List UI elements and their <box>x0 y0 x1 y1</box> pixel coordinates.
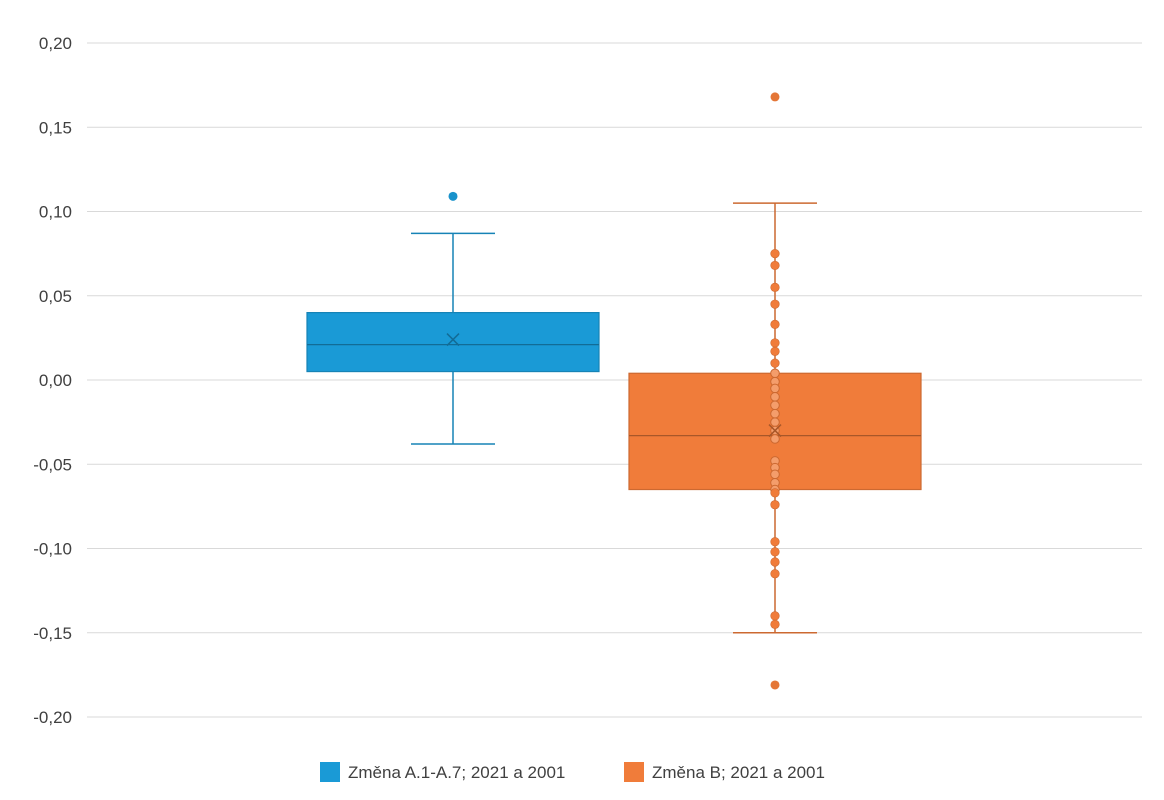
outlier-point <box>770 680 780 690</box>
data-point <box>770 319 780 329</box>
y-tick-label: -0,05 <box>33 455 72 474</box>
data-point <box>770 299 780 309</box>
data-point <box>770 619 780 629</box>
data-point <box>770 260 780 271</box>
outlier-point <box>770 92 780 102</box>
y-axis-ticks: 0,20 0,15 0,10 0,05 0,00 -0,05 -0,10 -0,15 -0,20 <box>33 34 72 727</box>
legend-swatch <box>624 762 644 782</box>
y-tick-label: 0,05 <box>39 287 72 306</box>
data-point <box>770 537 780 547</box>
data-point <box>770 547 780 557</box>
data-point <box>770 408 780 419</box>
data-point <box>770 338 780 348</box>
data-point <box>770 417 780 427</box>
y-tick-label: 0,00 <box>39 371 72 390</box>
data-point <box>770 488 780 498</box>
box <box>306 312 600 373</box>
data-point <box>770 392 780 402</box>
box-series-2 <box>628 92 922 690</box>
y-tick-label: 0,20 <box>39 34 72 53</box>
data-point <box>770 500 780 510</box>
box-series-1 <box>306 191 600 445</box>
y-tick-label: 0,10 <box>39 203 72 222</box>
data-point <box>770 434 780 444</box>
data-point <box>770 358 780 368</box>
mean-marker-stroke <box>768 424 782 438</box>
data-point <box>770 611 780 621</box>
mean-marker <box>446 333 460 347</box>
y-tick-label: -0,15 <box>33 624 72 643</box>
legend: Změna A.1-A.7; 2021 a 2001 Změna B; 2021 … <box>320 762 825 782</box>
y-tick-label: 0,15 <box>39 118 72 137</box>
data-point <box>770 569 780 579</box>
data-point <box>770 400 780 411</box>
y-tick-label: -0,20 <box>33 708 72 727</box>
legend-swatch <box>320 762 340 782</box>
mean-marker <box>768 424 782 438</box>
outlier-point <box>448 191 458 201</box>
legend-label: Změna B; 2021 a 2001 <box>652 763 825 782</box>
mean-marker-stroke <box>446 333 460 347</box>
data-point <box>770 557 780 567</box>
legend-label: Změna A.1-A.7; 2021 a 2001 <box>348 763 565 782</box>
y-tick-label: -0,10 <box>33 540 72 559</box>
data-point <box>770 346 780 356</box>
data-point <box>770 249 780 259</box>
data-point <box>770 469 780 480</box>
box-series <box>306 92 922 690</box>
grid-lines <box>87 42 1142 718</box>
legend-item-1: Změna A.1-A.7; 2021 a 2001 <box>320 762 565 782</box>
legend-item-2: Změna B; 2021 a 2001 <box>624 762 825 782</box>
data-point <box>770 383 780 394</box>
data-point <box>770 368 780 379</box>
data-point <box>770 282 780 292</box>
